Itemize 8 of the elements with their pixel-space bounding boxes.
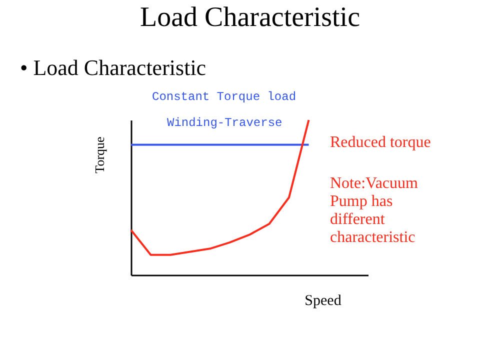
x-axis-title: Speed — [304, 293, 342, 309]
annotation: Note:Vacuum Pump has different characteristic — [330, 175, 419, 246]
y-axis-title: Torque — [92, 136, 107, 174]
annotation: Reduced torque — [330, 134, 431, 151]
text: Constant Torque load — [152, 90, 296, 104]
chart-title: Load Characteristic — [140, 2, 360, 33]
chart-subtitle: • Load Characteristic — [20, 55, 206, 80]
annotation: Winding-Traverse — [167, 116, 282, 130]
